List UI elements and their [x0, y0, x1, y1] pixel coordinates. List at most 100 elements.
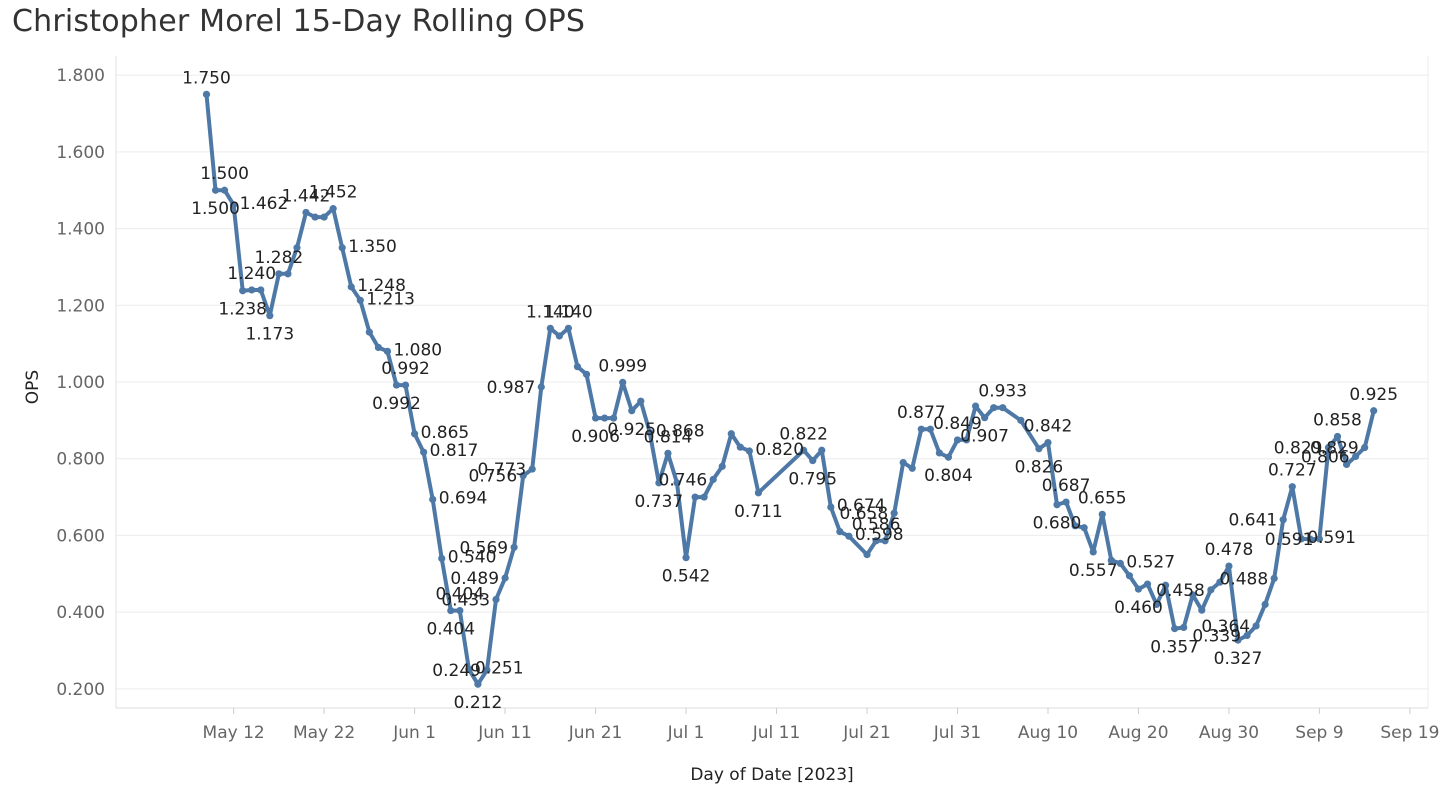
data-point [465, 665, 473, 673]
data-point [1044, 438, 1052, 447]
axis-layer: 1.800 1.600 1.400 1.200 1.000 0.800 0.600 0.400… [56, 56, 1439, 743]
x-tick-label: Aug 20 [1108, 723, 1168, 743]
data-point [275, 270, 283, 278]
data-label: 1.282 [255, 248, 304, 268]
data-point [1053, 501, 1061, 509]
data-label: 0.404 [426, 620, 475, 640]
data-point [230, 201, 238, 209]
data-label: 0.992 [381, 359, 430, 379]
data-point [1143, 580, 1152, 588]
data-point [673, 479, 681, 487]
data-label: 1.500 [200, 164, 249, 184]
data-label: 0.680 [1033, 514, 1082, 534]
data-label: 0.829 [1274, 439, 1323, 459]
x-tick-label: Jun 21 [568, 723, 623, 743]
data-point [1125, 572, 1134, 580]
data-label: 0.814 [644, 427, 693, 447]
data-label: 0.746 [659, 470, 708, 490]
data-label: 0.933 [978, 382, 1027, 402]
data-point [1107, 556, 1115, 564]
data-label: 0.249 [432, 661, 481, 681]
y-tick-label: 0.600 [56, 526, 105, 546]
series-layer [202, 90, 1378, 688]
data-label: 0.251 [475, 658, 524, 678]
data-label: 0.822 [779, 424, 828, 444]
data-label: 0.591 [1265, 530, 1314, 550]
y-tick-label: 1.800 [56, 66, 105, 86]
data-label: 0.327 [1214, 649, 1263, 669]
data-label: 0.817 [430, 441, 479, 461]
data-point [501, 574, 509, 582]
x-tick-label: Jul 21 [842, 723, 891, 743]
data-point [990, 404, 998, 412]
data-point [1116, 559, 1124, 568]
data-label: 1.442 [282, 186, 331, 206]
data-point [809, 457, 817, 465]
chart-title: Christopher Morel 15-Day Rolling OPS [12, 4, 586, 39]
data-point [220, 186, 229, 194]
data-point [908, 464, 916, 472]
data-point [953, 436, 962, 444]
y-axis-title: OPS [23, 370, 43, 404]
data-point [664, 449, 672, 457]
data-label: 0.212 [454, 693, 503, 713]
data-label: 0.598 [855, 525, 904, 545]
data-label: 0.357 [1150, 638, 1199, 658]
data-label: 0.877 [897, 403, 946, 423]
data-point [1180, 623, 1188, 632]
data-point [601, 414, 609, 422]
data-label: 0.674 [837, 496, 886, 516]
data-point [971, 402, 980, 410]
data-label: 1.500 [191, 199, 240, 219]
data-label: 1.462 [240, 194, 289, 214]
data-point [700, 493, 708, 501]
data-point [1270, 574, 1278, 582]
data-point [718, 462, 726, 470]
data-point [727, 430, 735, 438]
data-point [202, 90, 211, 98]
data-label: 1.173 [245, 325, 294, 345]
x-tick-label: Aug 10 [1018, 723, 1078, 743]
data-point [329, 205, 337, 213]
data-point [1252, 622, 1260, 630]
data-label: 0.478 [1205, 540, 1254, 560]
data-point [492, 595, 500, 604]
data-label: 0.339 [1192, 627, 1241, 647]
data-point [1071, 522, 1079, 530]
data-point [239, 287, 247, 295]
data-point [999, 404, 1007, 412]
data-label: 0.842 [1024, 417, 1073, 437]
data-point [1098, 510, 1106, 518]
y-tick-label: 0.400 [56, 603, 105, 623]
data-label: 1.140 [544, 302, 593, 322]
data-point [1297, 535, 1305, 543]
data-label: 0.658 [839, 504, 888, 524]
x-tick-label: Jul 1 [667, 723, 705, 743]
x-tick-label: Jun 1 [392, 723, 436, 743]
data-point [311, 213, 319, 221]
data-point [555, 332, 563, 340]
data-point [519, 471, 527, 480]
data-label: 1.238 [218, 300, 267, 320]
data-point [827, 503, 835, 511]
data-label: 0.542 [662, 567, 711, 587]
data-label: 0.826 [1015, 458, 1064, 478]
data-point [736, 443, 744, 451]
data-point [1062, 498, 1070, 506]
data-point [1207, 586, 1215, 594]
data-label: 0.404 [435, 585, 484, 605]
data-label: 0.641 [1229, 511, 1278, 531]
data-label: 1.080 [393, 340, 442, 360]
data-point [935, 449, 943, 457]
data-label: 0.488 [1220, 569, 1269, 589]
data-label: 0.849 [933, 414, 982, 434]
data-point [1017, 416, 1025, 424]
data-point [474, 680, 482, 688]
data-point [1089, 548, 1097, 556]
data-label: 0.694 [439, 488, 488, 508]
data-point [546, 324, 554, 332]
data-point [682, 554, 690, 562]
y-tick-label: 1.400 [56, 220, 105, 240]
data-point [374, 343, 382, 352]
data-point [1352, 452, 1360, 461]
